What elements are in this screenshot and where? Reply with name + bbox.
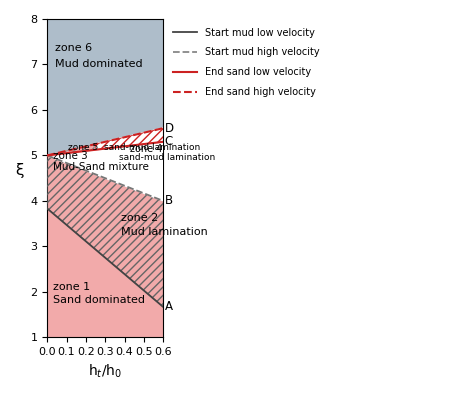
Text: Mud dominated: Mud dominated (55, 59, 143, 69)
Polygon shape (96, 128, 163, 150)
Text: Mud lamination: Mud lamination (121, 227, 208, 237)
Text: zone 4: zone 4 (130, 144, 163, 154)
Y-axis label: ξ: ξ (15, 163, 24, 178)
Polygon shape (47, 155, 163, 307)
Text: A: A (165, 301, 173, 314)
Text: C: C (165, 135, 173, 148)
Text: zone 5  sand-mud lamination: zone 5 sand-mud lamination (68, 143, 201, 152)
Text: sand-mud lamination: sand-mud lamination (119, 153, 215, 162)
Legend: Start mud low velocity, Start mud high velocity, End sand low velocity, End sand: Start mud low velocity, Start mud high v… (169, 24, 324, 101)
Text: zone 1: zone 1 (53, 282, 90, 292)
Polygon shape (47, 209, 163, 337)
Polygon shape (47, 19, 163, 155)
Text: B: B (165, 194, 173, 207)
Text: Sand dominated: Sand dominated (53, 295, 145, 305)
Text: zone 6: zone 6 (55, 43, 92, 53)
Polygon shape (47, 142, 163, 201)
Text: zone 2: zone 2 (121, 213, 158, 223)
Text: Mud-Sand mixture: Mud-Sand mixture (53, 162, 149, 172)
X-axis label: h$_t$/h$_0$: h$_t$/h$_0$ (88, 363, 122, 380)
Text: D: D (165, 122, 174, 135)
Polygon shape (47, 128, 163, 155)
Text: zone 3: zone 3 (53, 151, 88, 161)
